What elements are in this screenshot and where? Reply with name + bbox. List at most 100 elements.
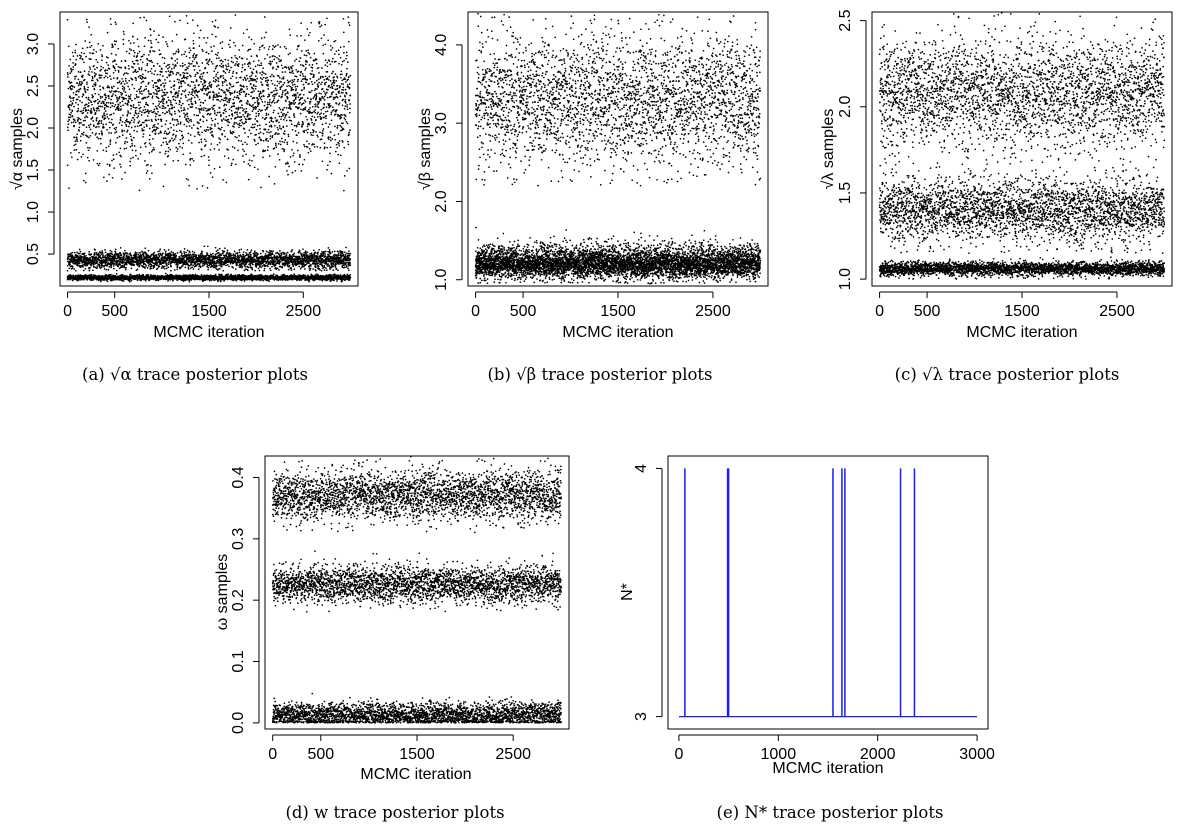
sample-point [222,90,224,92]
sample-point [106,102,108,104]
sample-point [336,127,338,129]
sample-point [191,63,193,65]
sample-point [226,182,228,184]
sample-point [306,55,308,57]
sample-point [134,52,136,54]
sample-point [230,27,232,29]
sample-point [140,153,142,155]
sample-point [315,119,317,121]
sample-point [310,98,312,100]
sample-point [106,265,108,267]
sample-point [115,104,117,106]
sample-point [111,251,113,253]
sample-point [306,81,308,83]
sample-point [69,72,71,74]
sample-point [138,104,140,106]
sample-point [96,67,98,69]
sample-point [171,58,173,60]
sample-point [69,109,71,111]
sample-point [193,32,195,34]
sample-point [203,37,205,39]
sample-point [249,63,251,65]
sample-point [244,69,246,71]
sample-point [209,58,211,60]
sample-point [273,97,275,99]
sample-point [325,111,327,113]
sample-point [108,269,110,271]
sample-point [296,35,298,37]
sample-point [158,34,160,36]
sample-point [138,96,140,98]
sample-point [316,177,318,179]
sample-point [236,72,238,74]
sample-point [116,131,118,133]
sample-point [289,52,291,54]
sample-point [180,105,182,107]
sample-point [159,80,161,82]
sample-point [308,122,310,124]
sample-point [230,118,232,120]
sample-point [92,80,94,82]
sample-point [231,106,233,108]
sample-point [308,152,310,154]
sample-point [83,61,85,63]
sample-point [79,263,81,265]
sample-point [310,22,312,24]
sample-point [291,82,293,84]
sample-point [147,164,149,166]
sample-point [279,116,281,118]
sample-point [174,21,176,23]
sample-point [234,90,236,92]
sample-point [241,100,243,102]
sample-point [274,95,276,97]
sample-point [321,117,323,119]
sample-point [316,59,318,61]
sample-point [272,95,274,97]
sample-point [103,177,105,179]
sample-point [244,116,246,118]
sample-point [110,132,112,134]
sample-point [264,37,266,39]
sample-point [303,84,305,86]
sample-point [281,85,283,87]
sample-point [143,17,145,19]
sample-point [83,254,85,256]
sample-point [258,102,260,104]
sample-point [89,99,91,101]
sample-point [325,43,327,45]
sample-point [290,108,292,110]
sample-point [318,82,320,84]
sample-point [266,113,268,115]
sample-point [348,76,350,78]
sample-point [253,155,255,157]
sample-point [204,88,206,90]
sample-point [165,151,167,153]
sample-point [86,83,88,85]
sample-point [289,80,291,82]
sample-point [82,75,84,77]
sample-point [350,75,352,77]
sample-point [320,93,322,95]
sample-point [156,92,158,94]
sample-point [167,143,169,145]
sample-point [190,134,192,136]
sample-point [267,85,269,87]
sample-point [75,102,77,104]
sample-point [136,252,138,254]
sample-point [169,113,171,115]
sample-point [96,265,98,267]
sample-point [317,111,319,113]
sample-point [342,92,344,94]
sample-point [168,105,170,107]
sample-point [289,34,291,36]
sample-point [324,99,326,101]
sample-point [343,52,345,54]
sample-point [115,41,117,43]
sample-point [348,132,350,134]
sample-point [275,144,277,146]
sample-point [92,117,94,119]
sample-point [87,86,89,88]
sample-point [191,158,193,160]
sample-point [241,85,243,87]
sample-point [249,105,251,107]
